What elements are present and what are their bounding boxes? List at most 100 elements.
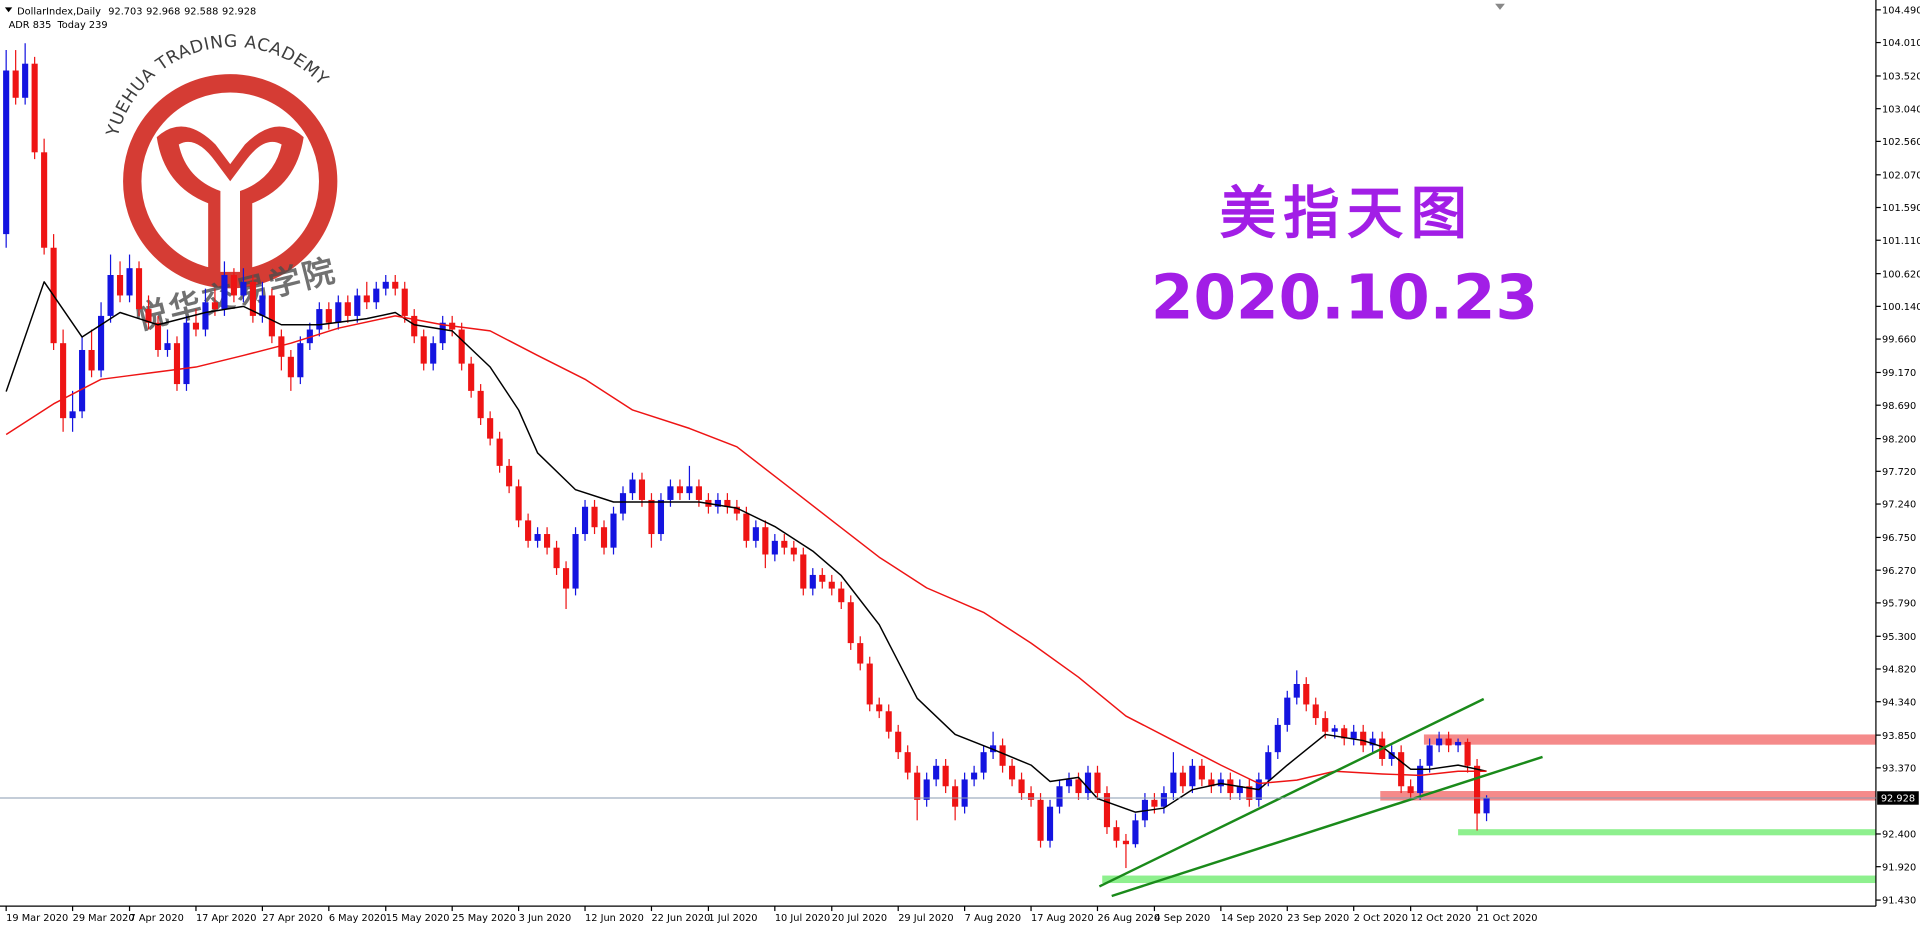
candle-body <box>230 275 237 296</box>
menu-marker <box>4 7 13 13</box>
x-tick-label: 10 Jul 2020 <box>775 913 830 924</box>
candle-body <box>1293 684 1300 698</box>
candle-body <box>885 711 892 732</box>
candle-body <box>202 302 209 330</box>
candle-body <box>1483 797 1490 814</box>
candle-body <box>610 513 617 548</box>
candle-body <box>895 731 902 753</box>
y-tick-label: 93.850 <box>1882 731 1916 742</box>
candle-body <box>733 506 740 514</box>
candle-body <box>667 486 674 500</box>
candle-body <box>401 288 408 316</box>
candle-body <box>1056 786 1063 807</box>
price-label: 92.928 <box>1881 794 1915 805</box>
candle-body <box>22 63 29 98</box>
candle-body <box>1265 752 1272 780</box>
candle-body <box>572 534 579 589</box>
candle-body <box>562 568 570 589</box>
header: DollarIndex,Daily 92.703 92.968 92.588 92.92… <box>17 7 256 18</box>
candle-body <box>1009 765 1016 780</box>
candle-body <box>41 152 48 248</box>
candle-body <box>1474 765 1481 814</box>
candle-body <box>221 275 228 310</box>
candle-body <box>1322 718 1329 732</box>
candle-body <box>240 281 247 296</box>
y-tick-label: 104.010 <box>1882 38 1920 49</box>
plot <box>3 43 1876 898</box>
candle-body <box>553 547 560 569</box>
candle-body <box>420 336 427 364</box>
candle-body <box>1160 793 1167 807</box>
low: 92.588 <box>184 7 218 18</box>
candle-body <box>392 281 399 289</box>
candle-body <box>591 506 598 528</box>
x-tick-label: 29 Jul 2020 <box>898 913 953 924</box>
candle-body <box>1208 779 1215 787</box>
candle-body <box>430 343 437 364</box>
candle-body <box>942 765 949 787</box>
candle-body <box>259 295 266 316</box>
candle-body <box>638 479 646 500</box>
x-tick-label: 17 Aug 2020 <box>1031 913 1094 924</box>
candle-body <box>287 356 294 378</box>
x-tick-label: 22 Jun 2020 <box>651 913 710 924</box>
candle-body <box>1426 745 1433 766</box>
x-tick-label: 17 Apr 2020 <box>196 913 256 924</box>
candle-body <box>904 752 911 773</box>
y-tick-label: 95.790 <box>1882 599 1916 610</box>
zone <box>1380 791 1876 801</box>
candle-body <box>1236 786 1243 794</box>
y-tick-label: 99.170 <box>1882 368 1916 379</box>
x-tick-label: 14 Sep 2020 <box>1221 913 1283 924</box>
y-tick-label: 101.590 <box>1882 203 1920 214</box>
candle-body <box>154 322 162 350</box>
y-tick-label: 102.070 <box>1882 170 1920 181</box>
candle-body <box>1151 799 1158 807</box>
candle-body <box>819 574 826 582</box>
chart-title: 美指天图 <box>1220 181 1475 247</box>
y-tick-label: 98.200 <box>1882 434 1916 445</box>
candle-body <box>363 295 370 303</box>
candle-body <box>60 343 67 419</box>
info: ADR 835 Today 239 <box>9 20 108 31</box>
candle-body <box>164 343 171 350</box>
candle-body <box>1075 779 1082 794</box>
candle-body <box>458 329 465 364</box>
zone <box>1458 829 1876 836</box>
candle-body <box>809 574 816 589</box>
candle-body <box>116 275 124 296</box>
zone <box>1102 875 1876 884</box>
x-tick-label: 29 Mar 2020 <box>73 913 135 924</box>
candle-body <box>619 493 627 514</box>
symbol: DollarIndex,Daily <box>17 7 101 18</box>
candle-body <box>477 390 484 419</box>
y-tick-label: 96.270 <box>1882 566 1916 577</box>
candle-body <box>544 534 551 548</box>
y-tick-label: 94.820 <box>1882 665 1916 676</box>
candle-body <box>1360 731 1367 746</box>
x-tick-label: 3 Jun 2020 <box>519 913 572 924</box>
candle-body <box>1455 741 1462 746</box>
open: 92.703 <box>108 7 142 18</box>
candle-body <box>12 70 19 98</box>
adr: ADR 835 <box>9 20 52 31</box>
y-tick-label: 91.430 <box>1882 896 1916 907</box>
candle-body <box>1369 738 1376 746</box>
x-tick-label: 21 Oct 2020 <box>1477 913 1537 924</box>
y-tick-label: 103.520 <box>1882 72 1920 83</box>
y-tick-label: 92.400 <box>1882 830 1916 841</box>
candle-body <box>1113 827 1120 841</box>
y-tick-label: 97.240 <box>1882 500 1916 511</box>
candle-body <box>914 772 921 800</box>
candle-body <box>657 499 665 535</box>
candle-body <box>468 363 475 391</box>
y-tick-label: 104.490 <box>1882 6 1920 17</box>
candle-body <box>1284 697 1291 725</box>
high: 92.968 <box>146 7 180 18</box>
trendline <box>1111 755 1543 898</box>
candle-body <box>933 765 940 780</box>
candle-body <box>88 349 95 371</box>
y-tick-label: 97.720 <box>1882 467 1916 478</box>
candle-body <box>31 63 38 153</box>
